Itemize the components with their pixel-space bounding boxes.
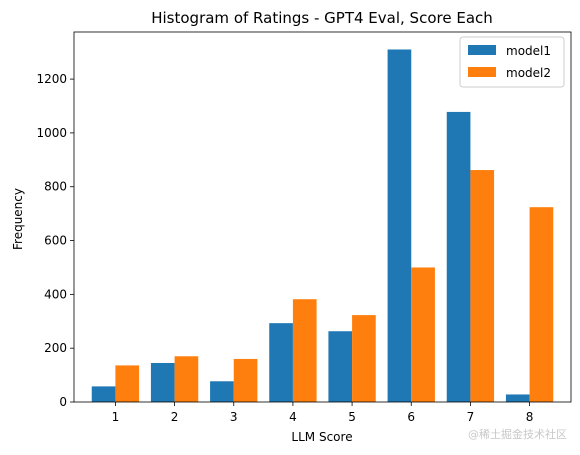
x-tick-label: 8 — [526, 410, 534, 424]
bar-model2-5 — [352, 315, 376, 402]
bar-model1-1 — [91, 386, 116, 402]
x-tick-label: 1 — [112, 410, 120, 424]
x-tick-label: 4 — [289, 410, 297, 424]
bar-model2-8 — [529, 207, 554, 402]
plot-area — [73, 31, 572, 403]
bar-model1-8 — [505, 394, 530, 402]
y-tick-label: 200 — [44, 341, 67, 355]
y-tick-label: 800 — [44, 180, 67, 194]
bar-model2-3 — [233, 358, 258, 402]
bar-model2-7 — [470, 170, 495, 402]
x-tick-label: 6 — [407, 410, 415, 424]
watermark: @稀土掘金技术社区 — [468, 427, 567, 441]
y-axis: 0 200 400 600 800 1000 1200 — [36, 72, 74, 409]
y-tick-label: 1000 — [36, 126, 67, 140]
axes-frame — [73, 31, 572, 403]
bar-model1-2 — [150, 362, 175, 402]
x-tick-label: 3 — [230, 410, 238, 424]
y-tick-label: 400 — [44, 287, 67, 301]
legend-label-model2: model2 — [506, 66, 551, 80]
y-axis-label: Frequency — [11, 188, 25, 250]
bar-model1-7 — [446, 111, 471, 403]
x-tick-label: 5 — [348, 410, 356, 424]
bar-model2-4 — [292, 299, 317, 402]
bar-model2-1 — [115, 365, 140, 402]
legend-swatch-model1 — [468, 45, 496, 55]
chart-title: Histogram of Ratings - GPT4 Eval, Score … — [151, 9, 493, 27]
x-tick-label: 2 — [171, 410, 179, 424]
bar-model1-6 — [387, 49, 412, 403]
bar-model2-6 — [411, 267, 435, 402]
y-tick-label: 1200 — [36, 72, 67, 86]
legend-swatch-model2 — [468, 67, 496, 77]
y-tick-label: 0 — [59, 395, 67, 409]
legend-label-model1: model1 — [506, 44, 551, 58]
x-axis-label: LLM Score — [291, 430, 352, 444]
bar-model1-3 — [210, 381, 234, 402]
bar-model1-4 — [269, 323, 293, 402]
x-tick-label: 7 — [467, 410, 475, 424]
x-axis: 1 2 3 4 5 6 7 8 — [112, 402, 534, 424]
legend: model1 model2 — [459, 36, 565, 88]
bar-model2-2 — [174, 356, 199, 402]
bar-model1-5 — [328, 331, 353, 402]
y-tick-label: 600 — [44, 234, 67, 248]
